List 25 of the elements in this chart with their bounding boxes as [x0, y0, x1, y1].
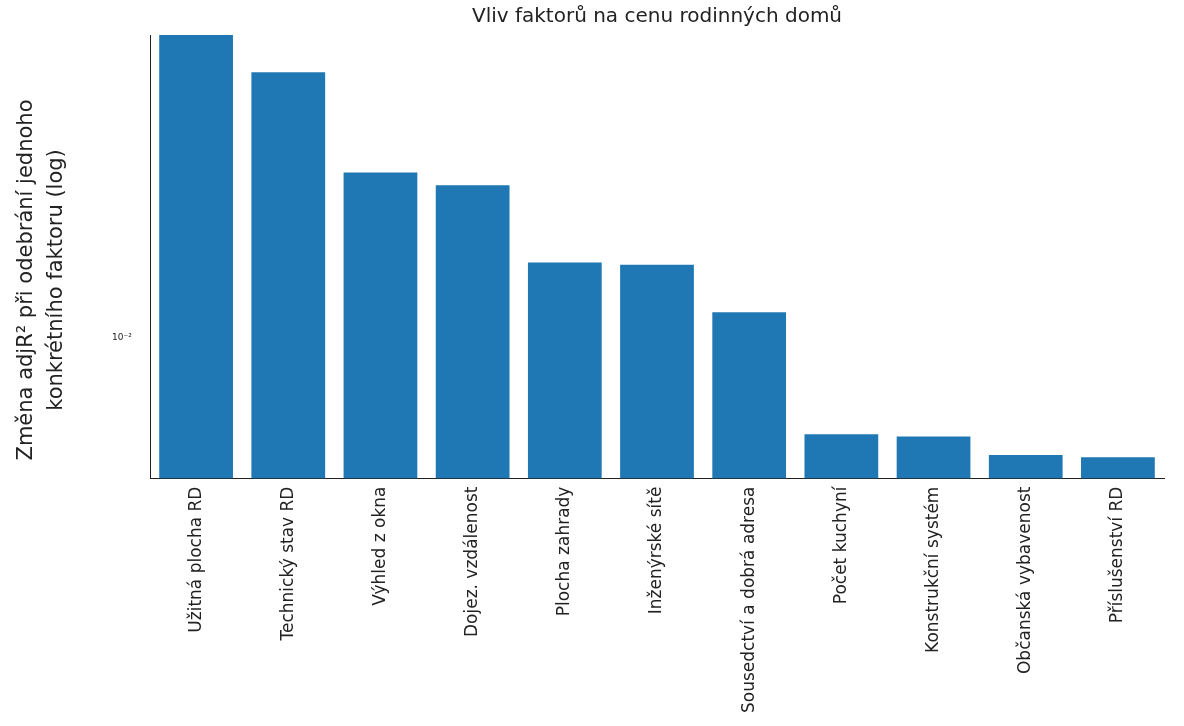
y-axis-title: Změna adjR² při odebrání jednoho konkrétního faktoru (log)	[12, 98, 68, 463]
x-tick-label: Občanská vybavenost	[1014, 486, 1035, 675]
text: 10⁻²	[112, 332, 132, 342]
bar	[251, 72, 326, 479]
bar	[896, 436, 971, 479]
bar	[527, 262, 602, 479]
x-tick-label: Užitná plocha RD	[184, 486, 205, 633]
x-tick-label: Inženýrské sítě	[645, 486, 666, 615]
bar	[804, 434, 879, 479]
x-tick-label: Plocha zahrady	[553, 486, 574, 617]
x-tick-label: Dojez. vzdálenost	[461, 486, 482, 638]
bar	[620, 264, 694, 479]
bar	[343, 172, 418, 479]
x-tick-label: Konstrukční systém	[921, 486, 942, 653]
bar	[159, 35, 233, 479]
x-tick-label: Výhled z okna	[368, 486, 389, 606]
x-tick-label: Technický stav RD	[276, 486, 297, 642]
bar	[712, 312, 787, 479]
bar	[988, 455, 1063, 479]
bar	[1081, 457, 1155, 479]
x-tick-label: Počet kuchyní	[829, 485, 850, 605]
bar	[435, 185, 510, 479]
chart-title: Vliv faktorů na cenu rodinných domů	[471, 3, 843, 28]
x-tick-label: Sousedctví a dobrá adresa	[737, 486, 758, 714]
x-tick-label: Příslušenství RD	[1106, 486, 1127, 624]
